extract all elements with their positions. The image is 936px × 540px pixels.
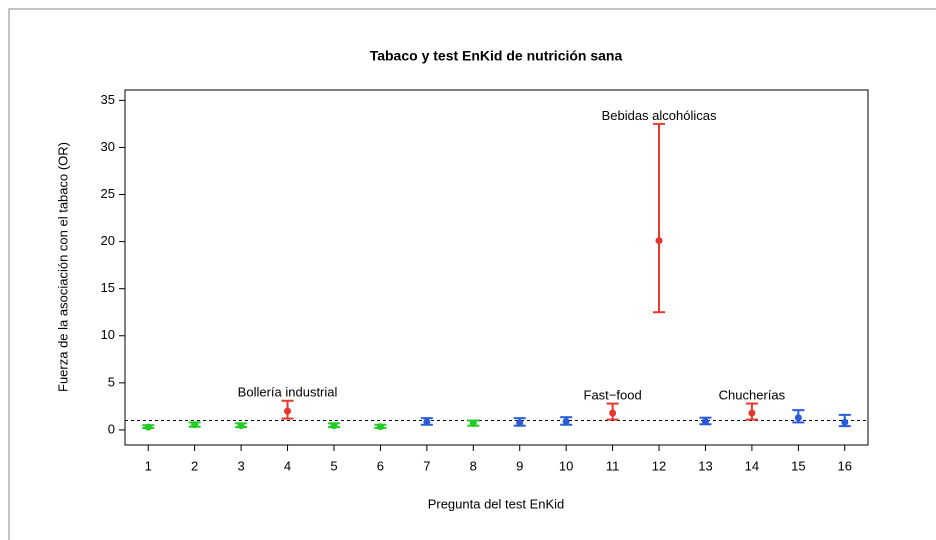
x-tick-label: 2 bbox=[191, 458, 198, 473]
point bbox=[423, 418, 431, 426]
x-tick-label: 9 bbox=[516, 458, 523, 473]
x-tick-label: 10 bbox=[559, 458, 573, 473]
error-bar bbox=[653, 122, 666, 314]
y-tick-label: 30 bbox=[101, 139, 115, 154]
point bbox=[191, 421, 199, 429]
point bbox=[516, 419, 524, 427]
y-tick-label: 5 bbox=[108, 374, 115, 389]
x-tick-label: 14 bbox=[745, 458, 759, 473]
y-tick-label: 25 bbox=[101, 186, 115, 201]
point bbox=[562, 417, 570, 425]
x-tick-label: 11 bbox=[606, 458, 620, 473]
x-tick-label: 16 bbox=[838, 458, 852, 473]
y-tick-label: 15 bbox=[101, 280, 115, 295]
x-tick-label: 15 bbox=[791, 458, 805, 473]
y-tick-label: 0 bbox=[108, 421, 115, 436]
x-tick-label: 4 bbox=[284, 458, 291, 473]
x-tick-label: 5 bbox=[330, 458, 337, 473]
x-axis-label: Pregunta del test EnKid bbox=[428, 496, 565, 511]
x-tick-label: 6 bbox=[377, 458, 384, 473]
y-tick-label: 20 bbox=[101, 233, 115, 248]
x-tick-label: 7 bbox=[423, 458, 430, 473]
x-tick-label: 3 bbox=[237, 458, 244, 473]
point bbox=[794, 414, 802, 422]
point bbox=[655, 237, 663, 245]
x-tick-label: 13 bbox=[698, 458, 712, 473]
chart-title: Tabaco y test EnKid de nutrición sana bbox=[370, 48, 623, 64]
point bbox=[469, 419, 477, 427]
point bbox=[701, 417, 709, 425]
annotation: Bollería industrial bbox=[238, 385, 338, 400]
point bbox=[376, 423, 384, 431]
frame bbox=[8, 8, 936, 540]
point bbox=[330, 422, 338, 430]
y-axis-label: Fuerza de la asociación con el tabaco (O… bbox=[55, 142, 70, 392]
point bbox=[284, 407, 292, 415]
y-tick-label: 10 bbox=[101, 327, 115, 342]
plot-area bbox=[124, 89, 869, 446]
point bbox=[841, 418, 849, 426]
point bbox=[237, 422, 245, 430]
annotation: Bebidas alcohólicas bbox=[602, 108, 717, 123]
point bbox=[748, 409, 756, 417]
x-tick-label: 1 bbox=[145, 458, 152, 473]
x-tick-label: 8 bbox=[470, 458, 477, 473]
y-tick-label: 35 bbox=[101, 92, 115, 107]
annotation: Fast−food bbox=[584, 387, 642, 402]
point bbox=[144, 423, 152, 431]
x-tick-label: 12 bbox=[652, 458, 666, 473]
point bbox=[609, 409, 617, 417]
annotation: Chucherías bbox=[719, 387, 786, 402]
